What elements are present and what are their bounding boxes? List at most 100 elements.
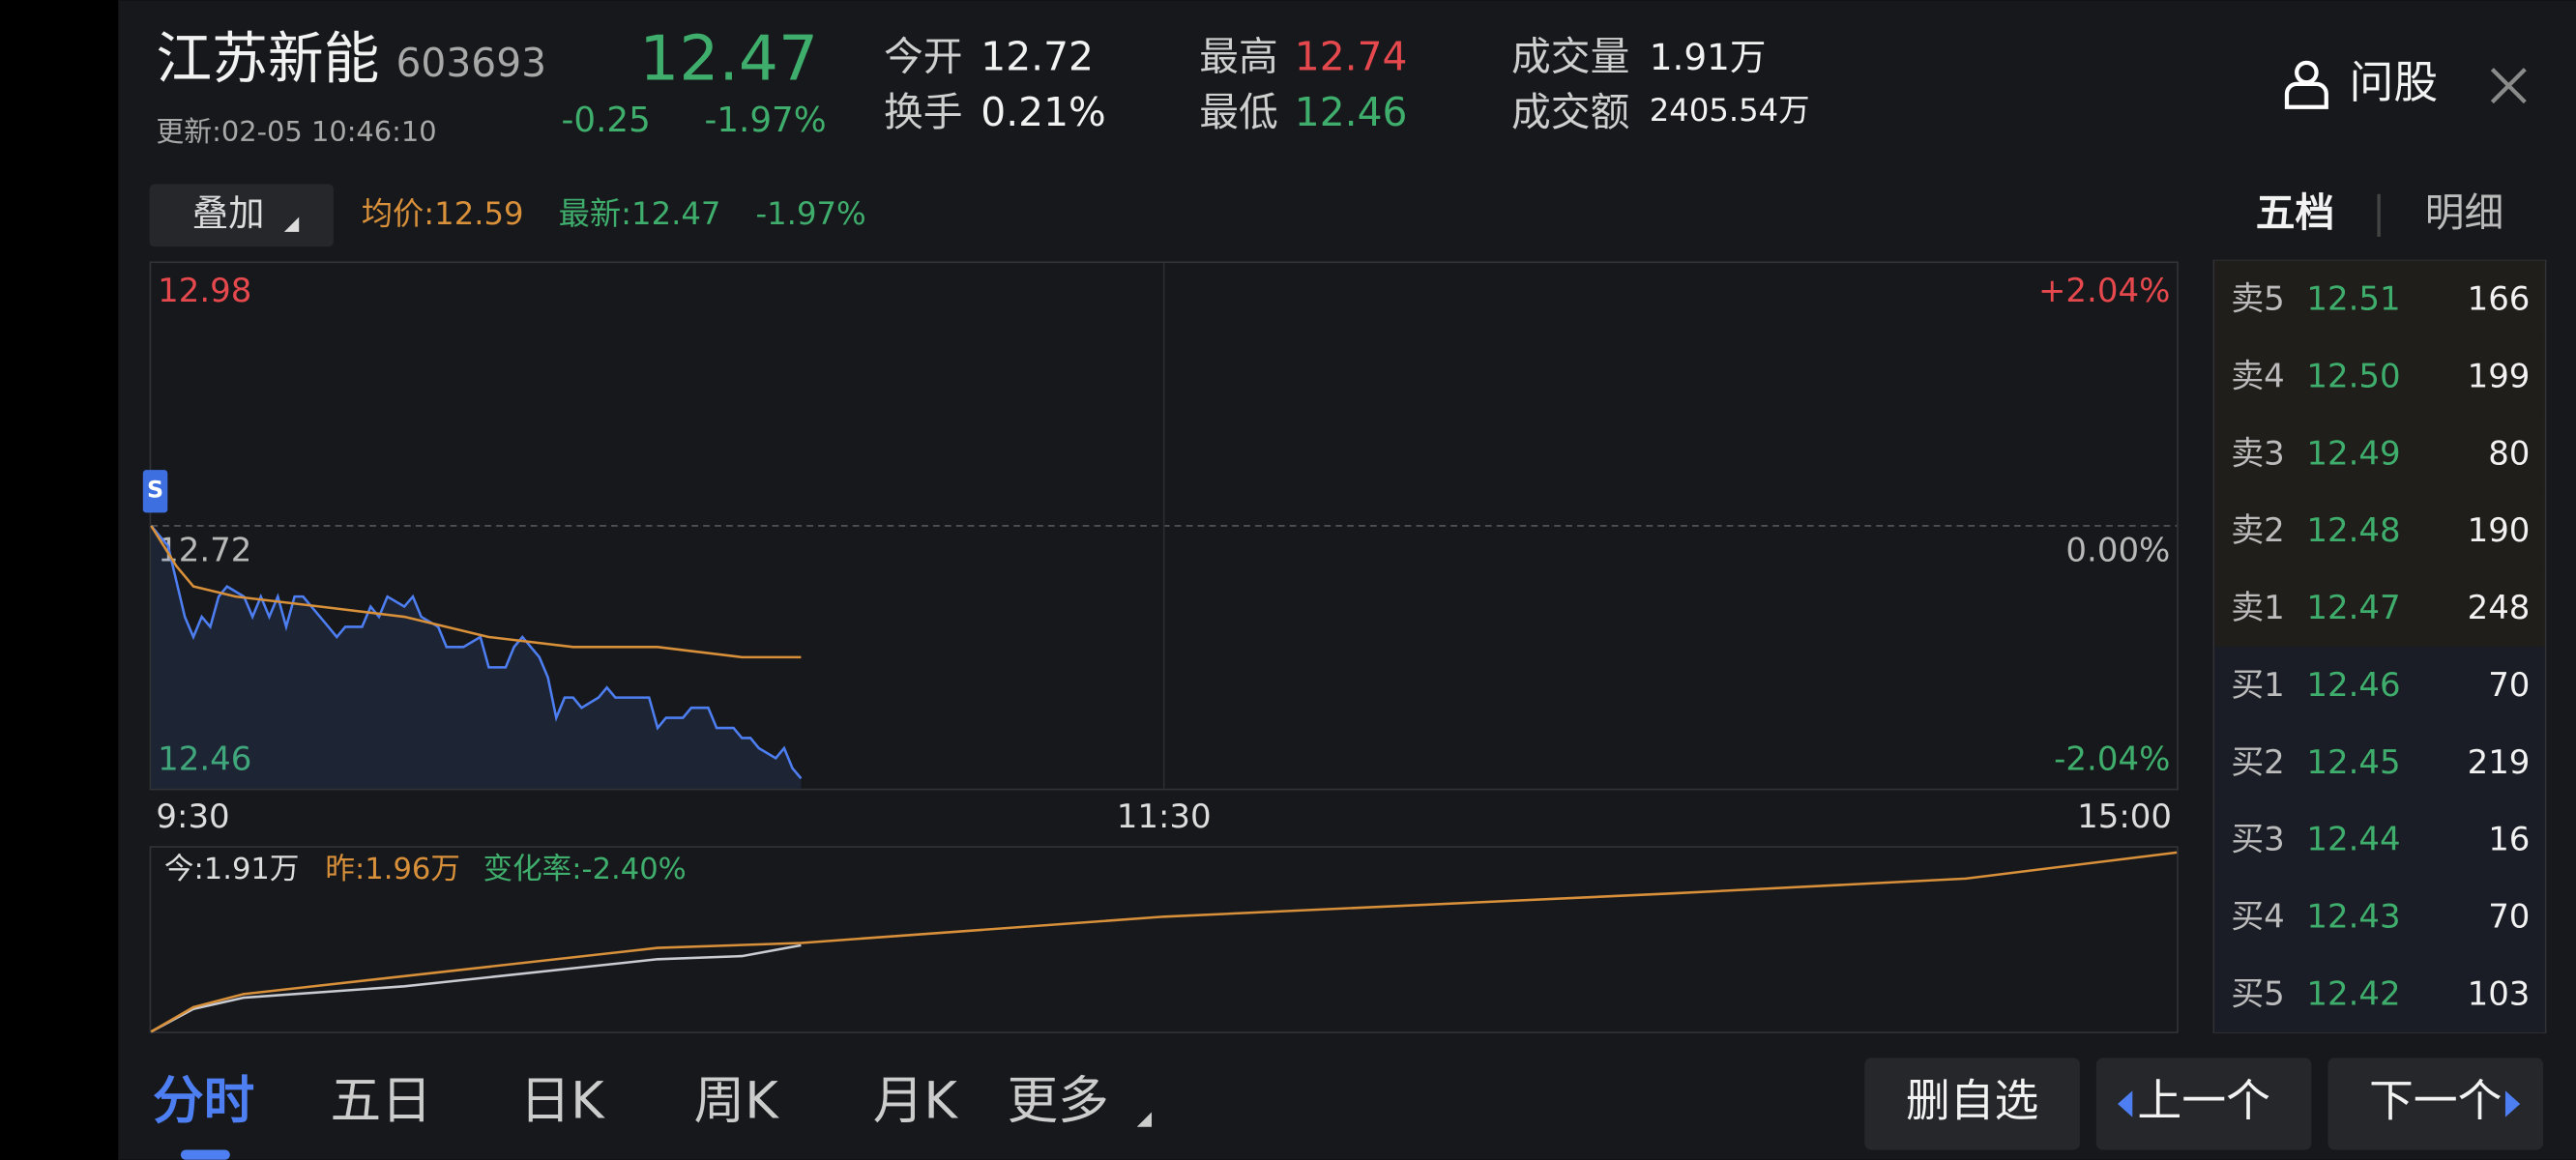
stat-value: 12.72 — [981, 33, 1094, 79]
book-row — [2214, 492, 2545, 569]
start-marker-label: S — [147, 477, 163, 504]
book-volume: 103 — [2468, 974, 2531, 1013]
button[interactable]: 删自选 — [1864, 1058, 2080, 1150]
price-area — [151, 525, 802, 789]
button-bg — [2095, 1058, 2312, 1150]
book-row — [2214, 337, 2545, 416]
series-line — [150, 525, 802, 659]
book-volume: 70 — [2488, 897, 2530, 936]
book-price: 12.51 — [2306, 280, 2400, 319]
book-volume: 16 — [2488, 821, 2530, 859]
start-marker — [142, 470, 168, 513]
price: 12.47 — [639, 22, 818, 95]
legend-label: 均价:12.59 — [362, 195, 524, 232]
stat-value: 1.91万 — [1650, 36, 1767, 78]
buttons: 删自选 上一个 下一个 — [1864, 1058, 2544, 1150]
button-bg — [2327, 1058, 2544, 1150]
left-strip — [0, 0, 119, 1160]
y2-tick-label: 0.00% — [2065, 532, 2170, 570]
ask-icon — [2284, 81, 2328, 109]
tab-underline — [180, 1149, 230, 1160]
book-volume: 190 — [2468, 511, 2531, 550]
legend-label: 昨:1.96万 — [325, 853, 460, 886]
series-line — [150, 943, 802, 1033]
stat-value: 0.21% — [981, 89, 1106, 135]
next-arrow — [2504, 1090, 2521, 1117]
ask-label: 问股 — [2350, 56, 2439, 108]
book-label: 卖1 — [2231, 589, 2285, 627]
tab[interactable]: 周K — [694, 1072, 780, 1131]
book-volume: 166 — [2468, 280, 2531, 319]
book-row — [2214, 878, 2545, 956]
tab[interactable]: 日K — [519, 1072, 605, 1131]
book-volume: 219 — [2468, 743, 2531, 782]
book-label: 买3 — [2231, 821, 2285, 859]
order-book: 卖5 12.51 166 卖4 12.50 199 卖3 12.49 80 卖2 12.48 190 卖… — [2212, 259, 2547, 1033]
tab-active[interactable]: 五档 — [2256, 189, 2335, 236]
bottom-tabs: 分时 五日 日K 周K 月K 更多 — [153, 1072, 1152, 1160]
book-label: 卖3 — [2231, 434, 2285, 473]
tab-active[interactable]: 分时 — [153, 1072, 254, 1131]
book-volume: 70 — [2488, 666, 2530, 705]
book-row — [2214, 723, 2545, 801]
y2-tick-label: -2.04% — [2054, 740, 2170, 778]
book-price: 12.42 — [2306, 974, 2400, 1013]
book-price: 12.50 — [2306, 358, 2400, 396]
book-label: 买2 — [2231, 743, 2285, 782]
overlay-button[interactable]: 叠加 — [149, 184, 334, 247]
change-rate: 变化率:-2.40% — [483, 853, 687, 886]
y-tick-label: 12.98 — [158, 272, 251, 310]
book-row — [2214, 568, 2545, 647]
book-label: 买5 — [2231, 974, 2285, 1013]
book-volume: 199 — [2468, 358, 2531, 396]
legend-label: 今:1.91万 — [164, 853, 300, 886]
book-label: 卖2 — [2231, 511, 2285, 550]
background — [118, 0, 2576, 1160]
book-row — [2214, 955, 2545, 1033]
book-label: 卖5 — [2231, 280, 2285, 319]
book-price: 12.44 — [2306, 821, 2400, 859]
x-tick-label: 15:00 — [2077, 798, 2172, 836]
tab[interactable]: 明细 — [2425, 189, 2504, 236]
book-volume: 80 — [2488, 434, 2530, 473]
y2-tick-label: +2.04% — [2038, 272, 2170, 310]
tab[interactable]: 更多 — [1007, 1072, 1108, 1131]
button-label: 上一个 — [2137, 1074, 2270, 1126]
ask-button[interactable]: 问股 — [2284, 56, 2439, 109]
volume-frame — [149, 846, 2179, 1033]
stat-label: 最低 — [1199, 89, 1278, 135]
book-label: 买1 — [2231, 666, 2285, 705]
close-button[interactable] — [2490, 68, 2527, 104]
book-volume: 248 — [2468, 589, 2531, 627]
button-label: 删自选 — [1906, 1074, 2039, 1126]
stat-label: 最高 — [1199, 33, 1278, 79]
latest-pct: -1.97% — [756, 195, 866, 232]
book-row — [2214, 260, 2545, 338]
book-price: 12.45 — [2306, 743, 2400, 782]
tab-divider — [2377, 193, 2381, 237]
button[interactable]: 下一个 — [2327, 1058, 2544, 1150]
stock-name: 江苏新能 — [156, 25, 379, 91]
tab[interactable]: 五日 — [331, 1072, 432, 1131]
stat-label: 成交量 — [1511, 33, 1629, 79]
stat-value: 12.74 — [1295, 33, 1408, 79]
tab[interactable]: 月K — [873, 1072, 959, 1131]
stat-value: 12.46 — [1295, 89, 1408, 135]
book-price: 12.46 — [2306, 666, 2400, 705]
button[interactable]: 上一个 — [2095, 1058, 2312, 1150]
prev-arrow — [2117, 1090, 2133, 1117]
stat-label: 今开 — [884, 33, 963, 79]
price-frame — [149, 261, 2179, 791]
x-tick-label: 11:30 — [1117, 798, 1212, 836]
book-label: 买4 — [2231, 897, 2285, 936]
book-price: 12.49 — [2306, 434, 2400, 473]
change-pct: -1.97% — [704, 101, 826, 140]
book-price: 12.48 — [2306, 511, 2400, 550]
book-row — [2214, 800, 2545, 879]
button-bg — [1864, 1058, 2080, 1150]
stat-label: 换手 — [884, 89, 963, 135]
overlay-label: 叠加 — [192, 191, 265, 234]
book-label: 卖4 — [2231, 358, 2285, 396]
